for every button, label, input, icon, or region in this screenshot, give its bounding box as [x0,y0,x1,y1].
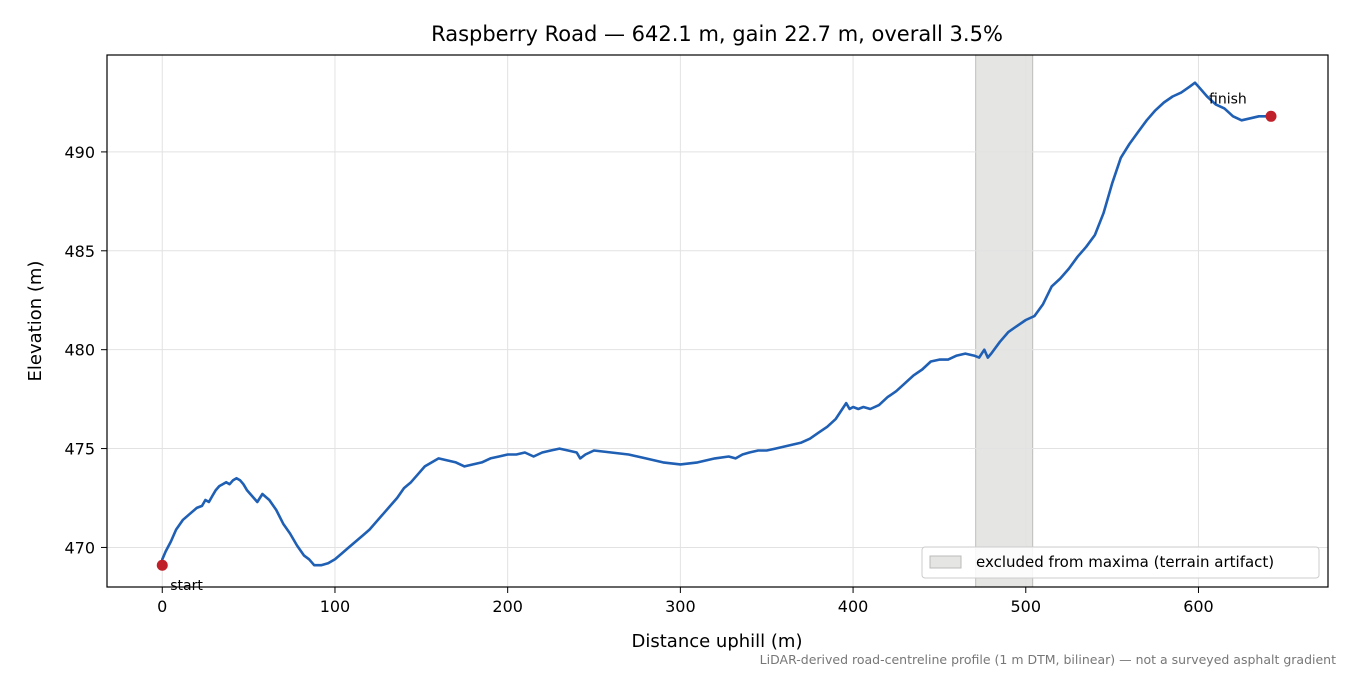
x-tick-label: 400 [838,597,869,616]
legend: excluded from maxima (terrain artifact) [921,546,1320,579]
x-tick-label: 0 [157,597,167,616]
x-tick-label: 600 [1183,597,1214,616]
y-tick-label: 490 [64,143,95,162]
x-axis-label: Distance uphill (m) [632,631,803,652]
y-tick-label: 470 [64,538,95,557]
x-tick-label: 300 [665,597,696,616]
x-tick-label: 100 [320,597,351,616]
finish-label: finish [1209,91,1247,107]
x-axis: 0 100 200 300 400 500 600 [157,587,1214,616]
plot-frame [106,54,1329,588]
start-label: start [170,578,203,594]
y-axis-label: Elevation (m) [25,261,46,382]
plot-area: start finish [106,54,1329,594]
x-tick-label: 200 [492,597,523,616]
y-axis: 470 475 480 485 490 [64,143,107,557]
series-layer [161,81,1273,567]
legend-swatch-excluded [929,555,962,569]
marker-layer: start finish [156,91,1277,594]
y-tick-label: 480 [64,341,95,360]
footnote: LiDAR-derived road-centreline profile (1… [760,652,1336,667]
chart-title: Raspberry Road — 642.1 m, gain 22.7 m, o… [431,22,1003,46]
elevation-profile-line [161,81,1273,567]
y-tick-label: 475 [64,440,95,459]
start-marker [156,559,168,571]
finish-marker [1265,110,1277,122]
legend-entry-excluded: excluded from maxima (terrain artifact) [976,553,1274,571]
grid-layer [107,55,1328,587]
legend-box [921,546,1320,579]
x-tick-label: 500 [1010,597,1041,616]
y-tick-label: 485 [64,242,95,261]
